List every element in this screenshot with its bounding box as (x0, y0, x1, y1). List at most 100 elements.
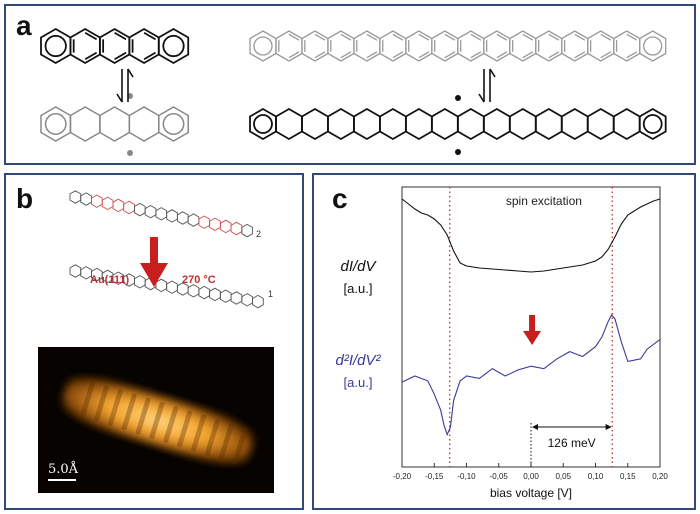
arrow-head (116, 93, 123, 103)
x-tick-label: -0,15 (425, 472, 444, 481)
double-bond (522, 33, 534, 41)
ring (379, 107, 407, 141)
aromatic-ring (642, 114, 663, 134)
ring (155, 278, 168, 293)
ring (430, 107, 459, 141)
ring (612, 107, 641, 141)
ring (230, 221, 243, 236)
aromatic-ring (643, 36, 663, 56)
double-bond (114, 51, 127, 61)
synthesis-scheme: Au(111) 270 °C 2 1 (69, 190, 273, 309)
scale-bar (48, 479, 76, 481)
ring (176, 282, 189, 296)
double-bond (548, 51, 560, 59)
ring (198, 215, 211, 229)
ring (176, 211, 189, 225)
annotation-energy: 126 meV (548, 436, 596, 450)
radical-dot (455, 95, 461, 101)
ring (209, 287, 221, 302)
equilibrium-arrow-small (116, 68, 134, 103)
ring (112, 271, 125, 285)
double-bond (392, 33, 404, 41)
ring (91, 267, 103, 282)
ylabel-didv: dI/dV (340, 258, 377, 275)
double-bond (288, 51, 300, 59)
double-bond (600, 51, 612, 59)
double-bond (114, 31, 127, 41)
ring (69, 264, 82, 278)
x-tick-label: 0,05 (555, 472, 571, 481)
pentacene-closed-shell (40, 27, 190, 65)
double-bond (496, 33, 508, 41)
ring (353, 107, 381, 141)
ring (69, 106, 101, 142)
x-tick-label: 0,15 (620, 472, 636, 481)
double-bond (143, 51, 156, 61)
precursor-molecule (69, 190, 254, 238)
bracket-arrow-left (532, 424, 538, 430)
equilibrium-arrow-large (478, 68, 496, 103)
arrow-head (478, 93, 485, 103)
stm-lobe-gap (149, 401, 165, 439)
ring (561, 30, 589, 62)
ring (252, 294, 264, 309)
double-bond (366, 33, 378, 41)
stm-lobe-gap (191, 414, 207, 452)
double-bond (600, 33, 612, 41)
aromatic-ring (253, 114, 273, 134)
ring (158, 106, 189, 142)
ring (123, 200, 135, 215)
aromatic-ring (253, 36, 273, 56)
double-bond (418, 33, 430, 41)
ring (353, 30, 381, 62)
ring (534, 107, 563, 141)
panel-label-a: a (16, 10, 32, 41)
bracket-arrow-right (605, 424, 612, 430)
double-bond (340, 33, 352, 41)
ring (99, 106, 131, 142)
reaction-arrow-head (140, 263, 168, 287)
panel-a: a (4, 4, 696, 165)
ring (483, 30, 511, 62)
double-bond (314, 33, 326, 41)
stm-lobe-gap (177, 410, 193, 448)
ring (457, 30, 485, 62)
pentacene-open-shell (40, 106, 189, 142)
ring (128, 27, 160, 65)
ring (613, 30, 641, 62)
ring (241, 223, 254, 238)
ring (241, 293, 254, 307)
double-bond (574, 33, 586, 41)
x-tick-label: -0,10 (457, 472, 476, 481)
ring (301, 107, 329, 141)
ring (187, 284, 200, 298)
reaction-arrow-shaft (150, 237, 158, 265)
ring (586, 107, 615, 141)
ring (166, 209, 178, 223)
double-bond (288, 33, 300, 41)
x-tick-label: -0,05 (490, 472, 509, 481)
ring (80, 266, 92, 280)
stm-lobe-gap (163, 406, 179, 443)
ring (508, 107, 537, 141)
dodecacene-open-shell (249, 107, 667, 141)
ring (219, 219, 232, 234)
stm-lobe-gap (94, 384, 109, 422)
ring (301, 30, 329, 62)
x-tick-label: 0,20 (652, 472, 668, 481)
ring (128, 106, 160, 142)
ring (198, 285, 211, 300)
double-bond (574, 51, 586, 59)
double-bond (470, 33, 482, 41)
stm-lobe-gap (121, 393, 137, 431)
ring (69, 190, 82, 204)
red-arrow-shaft (529, 315, 536, 333)
series-d2idv2 (401, 314, 661, 437)
ring (431, 30, 459, 62)
ring (187, 213, 200, 227)
arrow-head (489, 68, 496, 78)
double-bond (418, 51, 430, 59)
scale-bar-label: 5.0Å (48, 462, 79, 477)
ring (101, 269, 114, 284)
stm-lobe-gap (135, 397, 151, 435)
